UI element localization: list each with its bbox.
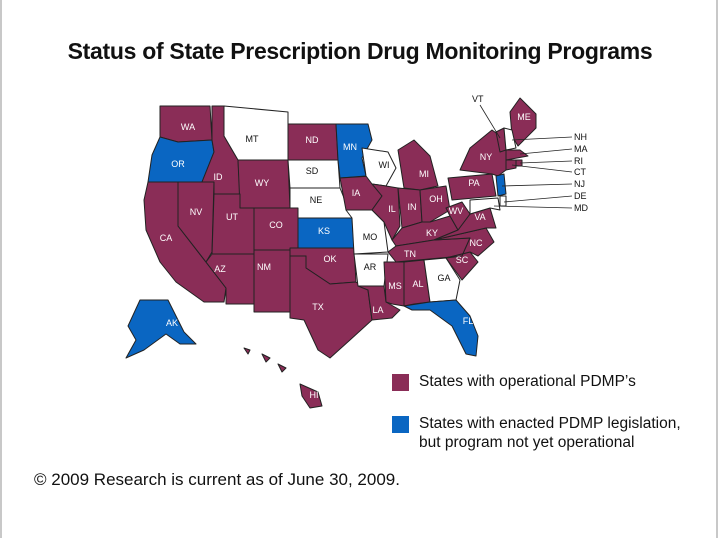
leader-line-nj (501, 183, 573, 187)
state-label-md: MD (574, 203, 588, 213)
state-mn (335, 123, 373, 179)
state-label-oh: OH (429, 194, 443, 204)
state-de (499, 195, 507, 207)
state-label-or: OR (171, 159, 185, 169)
legend-enacted-label: States with enacted PDMP legislation, bu… (419, 414, 681, 452)
footer-note: © 2009 Research is current as of June 30… (34, 470, 400, 489)
leader-line-ct (511, 164, 573, 173)
state-label-de: DE (574, 191, 587, 201)
state-label-sd: SD (306, 166, 319, 176)
state-label-tn: TN (404, 249, 416, 259)
state-ct (505, 159, 517, 171)
state-label-co: CO (269, 220, 283, 230)
state-label-mt: MT (246, 134, 259, 144)
map-title: Status of State Prescription Drug Monito… (67, 38, 653, 64)
state-label-nh: NH (574, 132, 587, 142)
state-label-ca: CA (160, 233, 173, 243)
state-label-ny: NY (480, 152, 493, 162)
state-md (469, 197, 501, 215)
state-label-mi: MI (419, 169, 429, 179)
state-ga (423, 257, 461, 303)
state-label-al: AL (412, 279, 423, 289)
state-wv (445, 201, 471, 231)
state-label-ri: RI (574, 156, 583, 166)
state-label-wa: WA (181, 122, 195, 132)
state-label-id: ID (214, 172, 224, 182)
legend-operational: States with operational PDMP’s (392, 372, 636, 391)
state-ak (125, 299, 197, 359)
state-hi (243, 347, 323, 409)
state-label-vt: VT (472, 94, 484, 104)
leader-line-vt (479, 104, 501, 139)
state-label-wi: WI (379, 160, 390, 170)
state-label-wv: WV (449, 206, 464, 216)
state-nc (433, 227, 495, 259)
state-label-ky: KY (426, 228, 438, 238)
state-la (357, 285, 401, 321)
state-label-nm: NM (257, 262, 271, 272)
legend-enacted-line2: but program not yet operational (419, 434, 635, 451)
state-label-nj: NJ (574, 179, 585, 189)
state-label-ks: KS (318, 226, 330, 236)
state-label-nv: NV (190, 207, 203, 217)
state-label-nd: ND (306, 135, 319, 145)
state-label-az: AZ (214, 264, 226, 274)
state-label-nc: NC (470, 238, 483, 248)
state-label-ga: GA (437, 273, 450, 283)
state-label-ct: CT (574, 167, 586, 177)
leader-line-ma (519, 148, 573, 155)
state-label-va: VA (474, 212, 485, 222)
leader-line-nh (511, 136, 573, 141)
legend-swatch-operational (392, 374, 409, 391)
state-nh (503, 127, 517, 151)
state-label-ut: UT (226, 212, 238, 222)
leader-line-md (493, 205, 573, 209)
state-label-ia: IA (352, 188, 361, 198)
state-label-il: IL (388, 204, 396, 214)
state-ma (505, 149, 529, 161)
state-mt (223, 105, 289, 161)
state-label-ok: OK (323, 254, 336, 264)
state-nm (253, 249, 291, 313)
state-label-hi: HI (310, 390, 319, 400)
leader-line-de (503, 195, 573, 203)
state-label-wy: WY (255, 178, 270, 188)
state-label-ar: AR (364, 262, 377, 272)
state-label-mn: MN (343, 142, 357, 152)
state-nj (495, 173, 507, 197)
state-pa (447, 173, 497, 201)
state-oh (419, 185, 451, 223)
state-label-me: ME (517, 112, 531, 122)
state-label-ma: MA (574, 144, 588, 154)
state-label-tx: TX (312, 302, 324, 312)
state-label-sc: SC (456, 255, 469, 265)
legend-enacted: States with enacted PDMP legislation, bu… (392, 414, 681, 452)
legend-swatch-enacted (392, 416, 409, 433)
legend-enacted-line1: States with enacted PDMP legislation, (419, 415, 681, 432)
state-ms (383, 261, 405, 307)
state-label-fl: FL (463, 316, 474, 326)
state-mi (397, 139, 439, 191)
state-label-ms: MS (388, 281, 402, 291)
state-label-ne: NE (310, 195, 323, 205)
state-label-la: LA (372, 305, 383, 315)
legend-operational-label: States with operational PDMP’s (419, 373, 636, 390)
state-label-pa: PA (468, 178, 479, 188)
state-label-mo: MO (363, 232, 378, 242)
state-fl (403, 299, 479, 357)
state-label-in: IN (408, 202, 417, 212)
leader-line-ri (519, 160, 573, 164)
state-label-ak: AK (166, 318, 178, 328)
